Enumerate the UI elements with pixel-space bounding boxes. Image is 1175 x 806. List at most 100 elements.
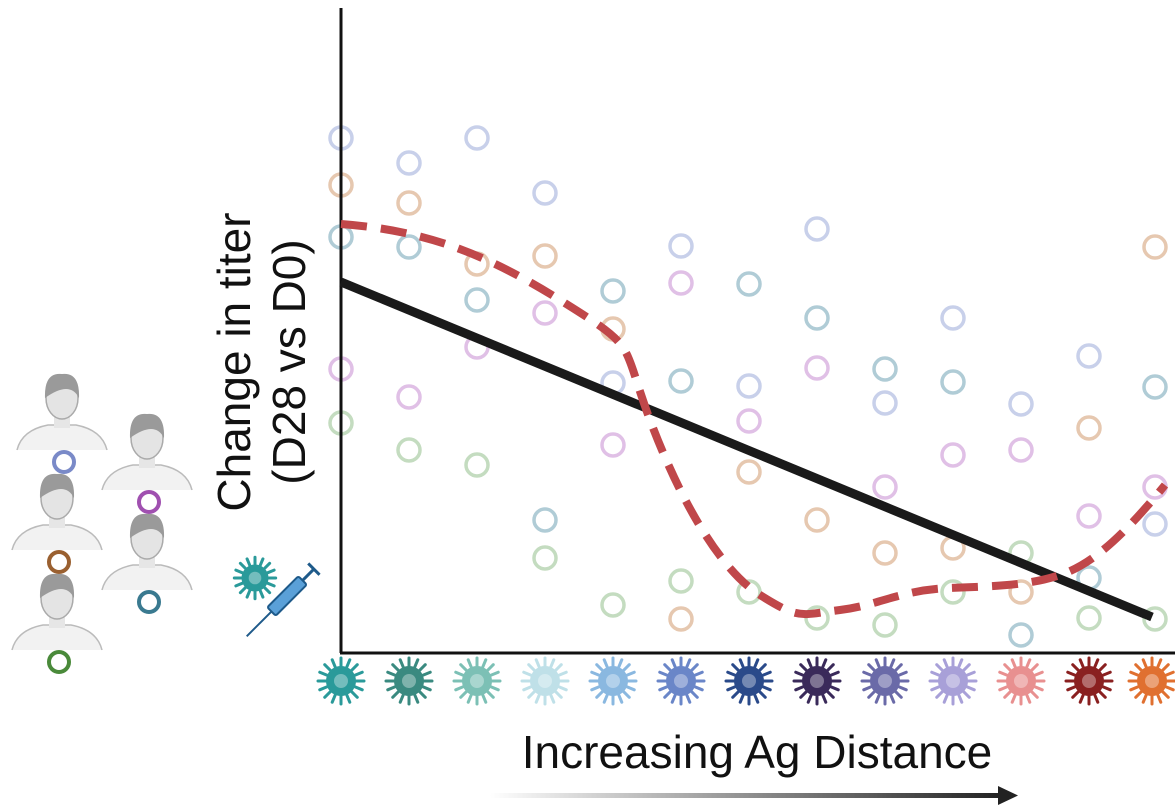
spike [961,663,971,673]
spike [480,692,488,704]
spike [731,663,741,673]
spike [1160,689,1170,699]
spike [1163,684,1175,692]
spike [956,692,964,704]
person-shoulders [11,624,103,651]
virus-core [878,674,892,688]
spike [1163,670,1175,678]
spike [1134,663,1144,673]
sample-circle [736,373,762,399]
spike [534,692,542,704]
spike [752,658,760,670]
spike [1066,684,1078,692]
virus-icon [792,656,842,706]
spike [1155,692,1163,704]
virus-body [1137,666,1167,696]
spike [527,689,537,699]
spike [485,689,495,699]
sample-circle [872,356,898,382]
spike [663,663,673,673]
virus-body [938,666,968,696]
virus-core [334,674,348,688]
nonlinear-trend [340,220,1169,619]
spike [344,692,352,704]
sample-circle [464,452,490,478]
virus-core [538,674,552,688]
spike [738,692,746,704]
sample-circle [1142,234,1168,260]
sample-circle [804,305,830,331]
person-hair [129,513,165,538]
virus-core [470,674,484,688]
spike [874,692,882,704]
spike [234,568,245,575]
spike [590,684,602,692]
sample-circle [872,612,898,638]
virus-icon [452,656,502,706]
sample-circle [396,234,422,260]
sample-circle [1008,579,1034,605]
person-hair [39,573,75,598]
spike [757,663,767,673]
spike [658,684,670,692]
spike [602,692,610,704]
spike [417,689,427,699]
sample-circle [464,287,490,313]
spike [420,670,432,678]
spike [930,684,942,692]
sample-circle [1076,343,1102,369]
spike [245,557,252,568]
sample-circle [668,368,694,394]
spike [689,689,699,699]
spike [692,684,704,692]
virus-body [734,666,764,696]
spike [1071,663,1081,673]
spike [1155,658,1163,670]
virus-body [598,666,628,696]
spike [234,581,245,588]
spike [1141,658,1149,670]
spike [820,692,828,704]
virus-core [606,674,620,688]
spike [1160,663,1170,673]
spike [398,658,406,670]
spike [663,689,673,699]
spike [466,658,474,670]
sample-circle [940,369,966,395]
sample-circle [1142,374,1168,400]
spike [548,658,556,670]
linear-trend [339,277,1154,622]
spike [344,658,352,670]
spike [689,663,699,673]
spike [352,670,364,678]
person-shoulders [11,524,103,551]
spike [417,663,427,673]
virus-core [946,674,960,688]
spike [1092,692,1100,704]
virus-core [1082,674,1096,688]
spike [391,663,401,673]
virus-core [402,674,416,688]
spike [595,689,605,699]
person-shoulders [16,424,108,451]
spike [238,585,248,595]
sample-circle [940,579,966,605]
spike [862,684,874,692]
spike [760,684,772,692]
spike [323,689,333,699]
spike [318,684,330,692]
spike [412,692,420,704]
sample-circle [736,408,762,434]
sample-circle [600,432,626,458]
spike [893,689,903,699]
spike [1097,689,1107,699]
spike [391,689,401,699]
spike [956,658,964,670]
spike [867,663,877,673]
spike [888,658,896,670]
spike [527,663,537,673]
virus-icon [316,656,366,706]
sample-circle [1142,511,1168,537]
sample-circle [1076,503,1102,529]
person-hair [39,473,75,498]
